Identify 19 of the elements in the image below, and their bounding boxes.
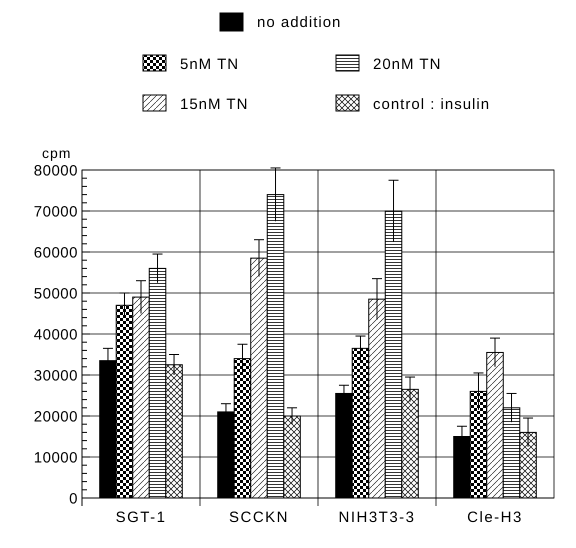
y-tick-label: 60000 [34,244,78,262]
y-tick-label: 20000 [34,408,78,426]
y-tick-label: 10000 [34,449,78,466]
x-tick-label: NIH3T3-3 [338,509,416,526]
legend-label: control : insulin [373,96,490,113]
y-tick-label: 40000 [34,326,78,344]
y-tick-label: 0 [69,490,78,508]
x-tick-label: SCCKN [228,509,290,526]
y-tick-label: 50000 [34,285,78,302]
y-tick-label: 70000 [34,203,78,220]
y-tick-label: 30000 [34,367,78,384]
x-tick-label: Cle-H3 [467,509,523,526]
legend-label: 15nM TN [180,96,248,113]
legend-label: 20nM TN [373,56,442,73]
legend-label: 5nM TN [180,56,240,73]
y-tick-label: 80000 [34,162,78,180]
y-axis-title: cpm [42,145,72,161]
legend-label: no addition [257,14,342,31]
x-tick-label: SGT-1 [116,509,166,526]
